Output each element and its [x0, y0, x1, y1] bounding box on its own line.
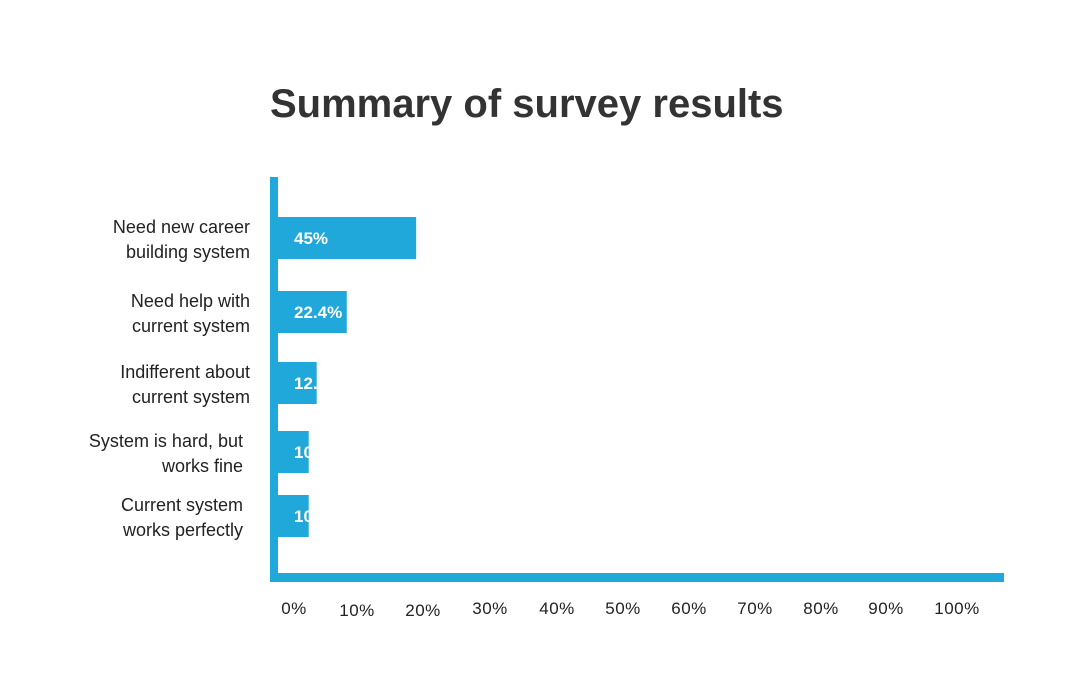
category-label-4-line-0: Current system — [121, 495, 243, 515]
x-tick-labels: 0% 10% 20% 30% 40% 50% 60% 70% 80% 90% 100% — [281, 599, 979, 620]
category-label-3: System is hard, but works fine — [89, 431, 243, 476]
x-tick-label-3: 30% — [472, 599, 508, 618]
category-label-1: Need help with current system — [131, 291, 250, 336]
category-label-2-line-0: Indifferent about — [120, 362, 250, 382]
bars-layer: 45% 22.4% 12.6% 10% 10% — [278, 217, 417, 537]
category-label-0-line-0: Need new career — [113, 217, 250, 237]
y-axis-line — [270, 177, 278, 582]
x-tick-label-5: 50% — [605, 599, 641, 618]
category-label-1-line-0: Need help with — [131, 291, 250, 311]
bar-value-label-2: 12.6% — [294, 374, 342, 393]
category-label-2: Indifferent about current system — [120, 362, 250, 407]
x-tick-label-9: 90% — [868, 599, 904, 618]
bar-3 — [278, 431, 309, 473]
bar-value-label-0: 45% — [294, 229, 328, 248]
bar-2 — [278, 362, 317, 404]
x-tick-label-6: 60% — [671, 599, 707, 618]
bar-value-label-3: 10% — [294, 443, 328, 462]
category-label-4: Current system works perfectly — [121, 495, 243, 540]
category-label-4-line-1: works perfectly — [122, 520, 243, 540]
category-labels: Need new career building system Need help … — [89, 217, 250, 540]
x-tick-label-1: 10% — [339, 601, 375, 620]
x-tick-label-7: 70% — [737, 599, 773, 618]
category-label-1-line-1: current system — [132, 316, 250, 336]
axis-layer — [270, 177, 1004, 582]
category-label-3-line-1: works fine — [161, 456, 243, 476]
bar-value-label-4: 10% — [294, 507, 328, 526]
x-tick-label-10: 100% — [934, 599, 979, 618]
x-tick-label-0: 0% — [281, 599, 307, 618]
x-tick-label-4: 40% — [539, 599, 575, 618]
bar-1 — [278, 291, 347, 333]
bar-0 — [278, 217, 417, 259]
x-tick-label-2: 20% — [405, 601, 441, 620]
category-label-2-line-1: current system — [132, 387, 250, 407]
x-axis-line — [270, 573, 1004, 582]
category-label-0-line-1: building system — [126, 242, 250, 262]
chart-title: Summary of survey results — [270, 82, 784, 126]
bar-4 — [278, 495, 309, 537]
category-label-3-line-0: System is hard, but — [89, 431, 243, 451]
category-label-0: Need new career building system — [113, 217, 250, 262]
bar-value-label-1: 22.4% — [294, 303, 342, 322]
x-tick-label-8: 80% — [803, 599, 839, 618]
